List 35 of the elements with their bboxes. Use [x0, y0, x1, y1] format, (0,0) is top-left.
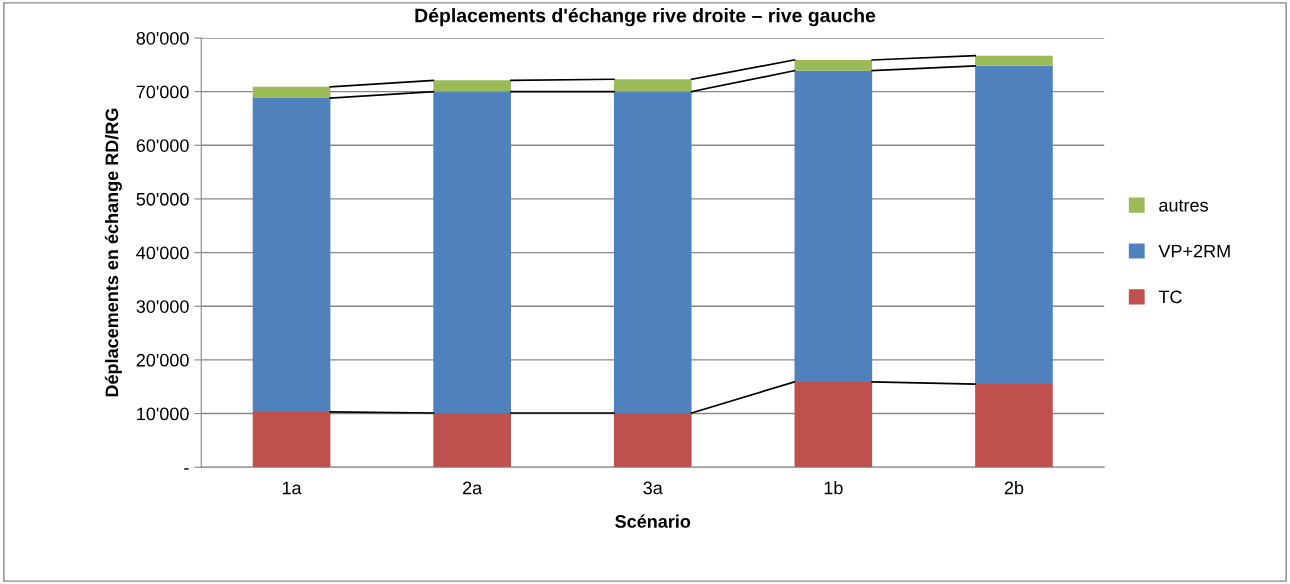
legend-label: VP+2RM: [1158, 244, 1230, 258]
bar: [794, 59, 873, 71]
bar: [252, 98, 331, 412]
y-tick-label: 10'000: [137, 407, 189, 421]
y-tick-label: 70'000: [136, 85, 189, 99]
bar: [433, 91, 511, 414]
y-tick-label: 80'000: [136, 31, 189, 45]
bar: [975, 65, 1053, 385]
x-tick-label: 1a: [282, 481, 302, 495]
x-tick-label: 1b: [824, 481, 843, 495]
legend-label: TC: [1158, 290, 1182, 304]
chart-title: Déplacements d'échange rive droite – rive gauche: [415, 7, 876, 27]
y-tick-label: 40'000: [136, 246, 189, 260]
bar: [613, 79, 692, 92]
bar: [252, 411, 331, 468]
y-tick-label: -: [184, 468, 189, 470]
x-tick-label: 3a: [643, 481, 663, 495]
bar: [433, 413, 511, 468]
y-axis-title: Déplacements en échange RD/RG: [104, 108, 122, 397]
bar: [975, 384, 1053, 468]
y-tick-label: 50'000: [136, 192, 189, 206]
bar: [975, 55, 1053, 66]
bar: [613, 91, 692, 414]
bar: [794, 381, 873, 468]
x-tick-label: 2b: [1004, 481, 1024, 495]
y-tick-label: 20'000: [136, 353, 189, 367]
bar: [613, 413, 692, 468]
legend-label: autres: [1159, 199, 1208, 212]
x-tick-label: 2a: [463, 481, 483, 495]
bar: [252, 86, 331, 99]
bar: [794, 70, 873, 382]
x-axis-title: Scénario: [615, 514, 691, 528]
y-tick-label: 60'000: [136, 139, 189, 152]
y-tick-label: 30'000: [136, 300, 189, 313]
bar: [433, 80, 511, 92]
